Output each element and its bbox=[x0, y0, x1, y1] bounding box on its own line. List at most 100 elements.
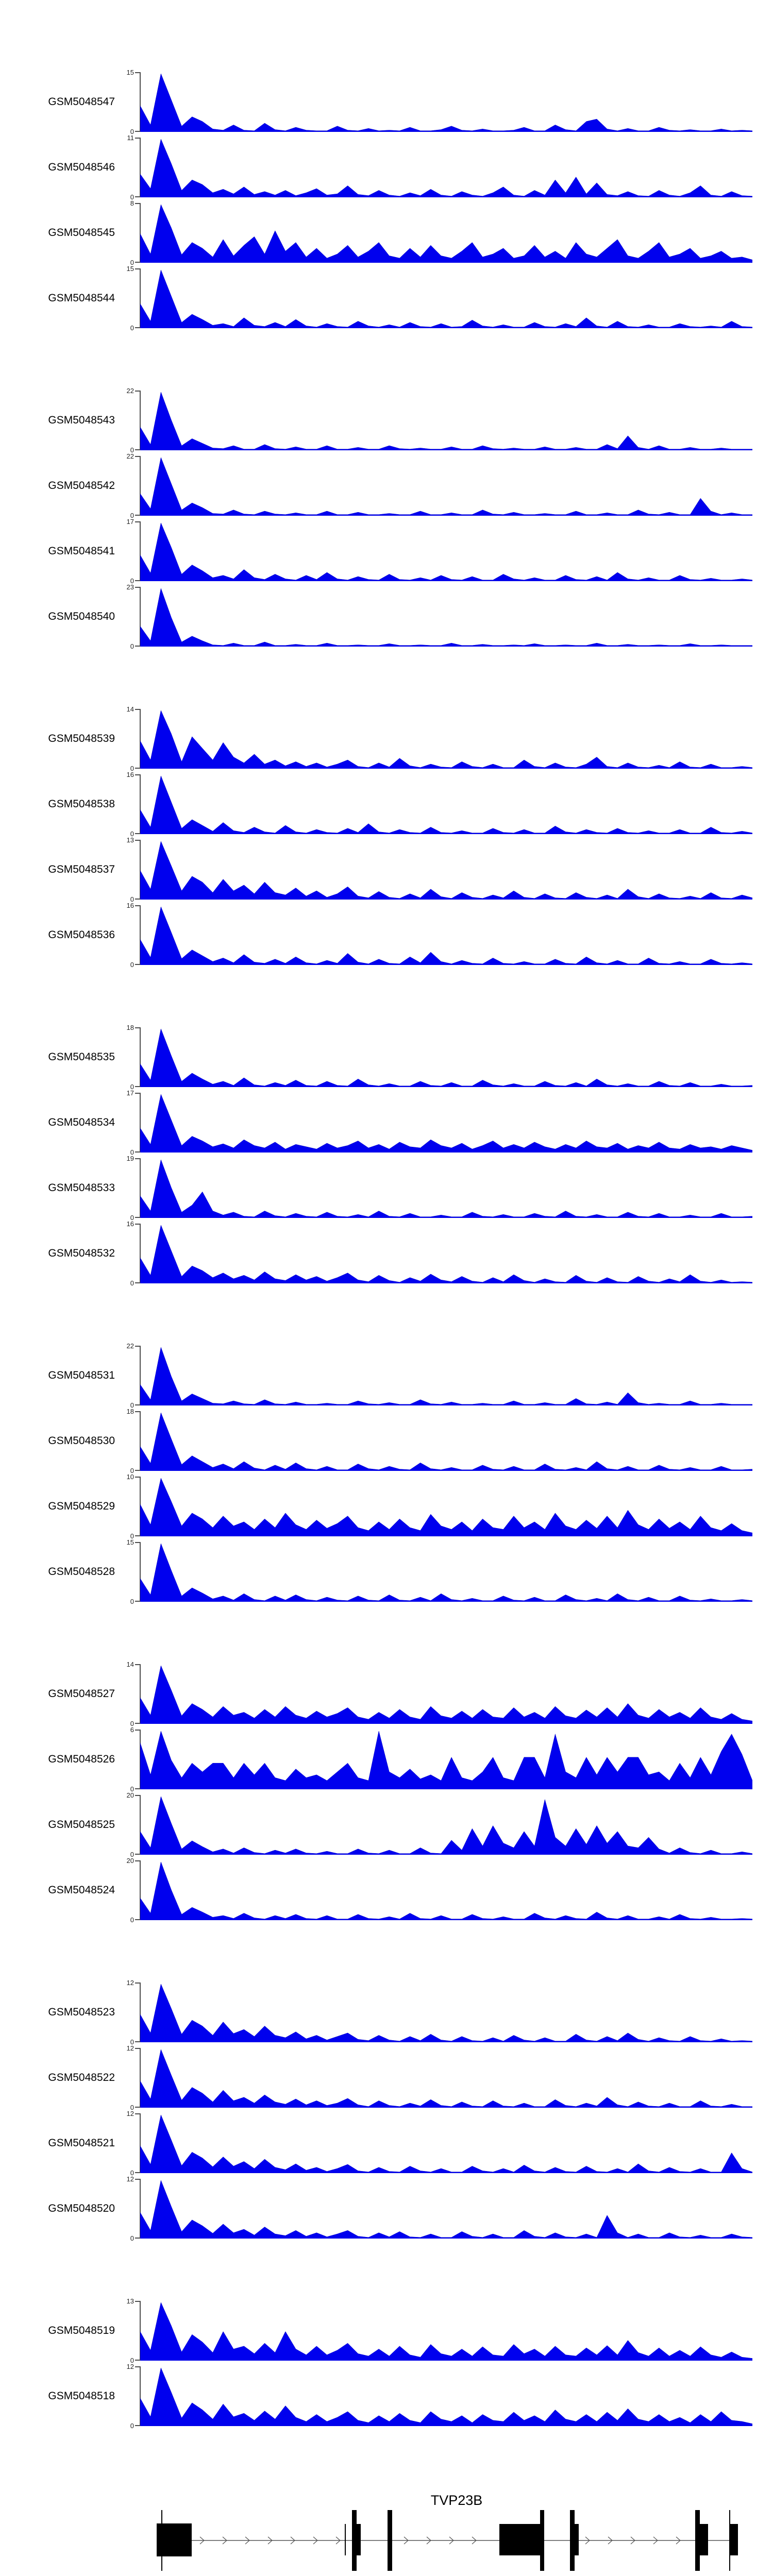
y-axis-zero-label: 0 bbox=[130, 512, 134, 519]
y-axis-zero-label: 0 bbox=[130, 2169, 134, 2177]
y-axis-max-label: 11 bbox=[127, 134, 135, 142]
y-axis-bottom-tick bbox=[135, 1854, 140, 1855]
coverage-signal bbox=[140, 1094, 752, 1153]
coverage-signal bbox=[140, 1412, 752, 1471]
y-axis-max-label: 6 bbox=[130, 1726, 134, 1734]
y-axis-line bbox=[140, 587, 141, 647]
track-label: GSM5048536 bbox=[48, 929, 115, 941]
y-axis-max-label: 20 bbox=[126, 1857, 134, 1865]
strand-direction-arrow-icon bbox=[267, 2536, 273, 2545]
y-axis-line bbox=[140, 521, 141, 581]
y-axis-zero-label: 0 bbox=[130, 2357, 134, 2364]
y-axis-bottom-tick bbox=[135, 964, 140, 965]
y-axis-zero-label: 0 bbox=[130, 1214, 134, 1222]
y-axis-bottom-tick bbox=[135, 1535, 140, 1536]
y-axis-bottom-tick bbox=[135, 2172, 140, 2173]
y-axis-zero-label: 0 bbox=[130, 1279, 134, 1287]
y-axis-zero-label: 0 bbox=[130, 2422, 134, 2430]
coverage-signal bbox=[140, 1478, 752, 1536]
exon-shape bbox=[695, 2510, 700, 2571]
coverage-signal bbox=[140, 392, 752, 450]
y-axis-bottom-tick bbox=[135, 2107, 140, 2108]
exon-shape bbox=[729, 2510, 730, 2571]
y-axis-zero-label: 0 bbox=[130, 2234, 134, 2242]
y-axis-max-label: 8 bbox=[130, 199, 134, 207]
track-label: GSM5048528 bbox=[48, 1566, 115, 1578]
coverage-signal bbox=[140, 1347, 752, 1405]
y-axis-bottom-tick bbox=[135, 2041, 140, 2042]
y-axis-top-tick bbox=[135, 1411, 140, 1412]
y-axis-max-label: 16 bbox=[126, 902, 134, 909]
exon-shape bbox=[157, 2523, 192, 2556]
y-axis-top-tick bbox=[135, 456, 140, 457]
y-axis-max-label: 20 bbox=[126, 1791, 134, 1799]
y-axis-max-label: 12 bbox=[126, 2363, 134, 2370]
strand-direction-arrow-icon bbox=[472, 2536, 477, 2545]
y-axis-top-tick bbox=[135, 138, 140, 139]
strand-direction-arrow-icon bbox=[199, 2536, 205, 2545]
y-axis-top-tick bbox=[135, 587, 140, 588]
coverage-signal bbox=[140, 2114, 752, 2173]
y-axis-line bbox=[140, 1664, 141, 1724]
y-axis-max-label: 15 bbox=[126, 69, 134, 76]
y-axis-zero-label: 0 bbox=[130, 961, 134, 969]
exon-shape bbox=[575, 2524, 579, 2555]
y-axis-zero-label: 0 bbox=[130, 1720, 134, 1727]
y-axis-bottom-tick bbox=[135, 2425, 140, 2426]
y-axis-top-tick bbox=[135, 1346, 140, 1347]
y-axis-bottom-tick bbox=[135, 262, 140, 263]
y-axis-top-tick bbox=[135, 2301, 140, 2302]
y-axis-zero-label: 0 bbox=[130, 259, 134, 266]
track-label: GSM5048523 bbox=[48, 2006, 115, 2018]
y-axis-top-tick bbox=[135, 268, 140, 269]
coverage-signal bbox=[140, 269, 752, 328]
exon-shape bbox=[345, 2524, 346, 2555]
y-axis-bottom-tick bbox=[135, 515, 140, 516]
track-label: GSM5048525 bbox=[48, 1819, 115, 1831]
y-axis-line bbox=[140, 138, 141, 197]
coverage-signal bbox=[140, 1731, 752, 1789]
exon-shape bbox=[357, 2524, 361, 2555]
y-axis-max-label: 22 bbox=[126, 452, 134, 460]
coverage-signal bbox=[140, 841, 752, 900]
y-axis-zero-label: 0 bbox=[130, 193, 134, 201]
coverage-signal bbox=[140, 1665, 752, 1724]
exon-shape bbox=[700, 2524, 708, 2555]
track-label: GSM5048530 bbox=[48, 1435, 115, 1447]
y-axis-max-label: 19 bbox=[126, 1155, 134, 1162]
y-axis-max-label: 15 bbox=[126, 265, 134, 273]
y-axis-top-tick bbox=[135, 1542, 140, 1543]
y-axis-bottom-tick bbox=[135, 327, 140, 328]
y-axis-line bbox=[140, 2113, 141, 2173]
coverage-signal bbox=[140, 775, 752, 834]
gene-name-label: TVP23B bbox=[430, 2493, 483, 2508]
y-axis-bottom-tick bbox=[135, 768, 140, 769]
y-axis-top-tick bbox=[135, 1093, 140, 1094]
y-axis-top-tick bbox=[135, 1860, 140, 1861]
track-label: GSM5048545 bbox=[48, 227, 115, 239]
y-axis-zero-label: 0 bbox=[130, 2038, 134, 2046]
strand-direction-arrow-icon bbox=[245, 2536, 250, 2545]
y-axis-line bbox=[140, 774, 141, 834]
y-axis-bottom-tick bbox=[135, 1151, 140, 1153]
y-axis-top-tick bbox=[135, 1664, 140, 1665]
y-axis-line bbox=[140, 1346, 141, 1405]
y-axis-top-tick bbox=[135, 1982, 140, 1984]
y-axis-zero-label: 0 bbox=[130, 830, 134, 838]
y-axis-bottom-tick bbox=[135, 833, 140, 834]
y-axis-line bbox=[140, 1411, 141, 1471]
y-axis-max-label: 17 bbox=[126, 518, 134, 526]
y-axis-zero-label: 0 bbox=[130, 1532, 134, 1540]
strand-direction-arrow-icon bbox=[335, 2536, 341, 2545]
y-axis-top-tick bbox=[135, 2113, 140, 2114]
y-axis-line bbox=[140, 1027, 141, 1087]
coverage-signal bbox=[140, 2367, 752, 2426]
y-axis-zero-label: 0 bbox=[130, 577, 134, 585]
coverage-signal bbox=[140, 1984, 752, 2042]
y-axis-top-tick bbox=[135, 1158, 140, 1159]
coverage-signal bbox=[140, 1159, 752, 1218]
y-axis-max-label: 16 bbox=[126, 1220, 134, 1228]
coverage-signal bbox=[140, 1028, 752, 1087]
track-label: GSM5048539 bbox=[48, 733, 115, 744]
y-axis-top-tick bbox=[135, 2179, 140, 2180]
